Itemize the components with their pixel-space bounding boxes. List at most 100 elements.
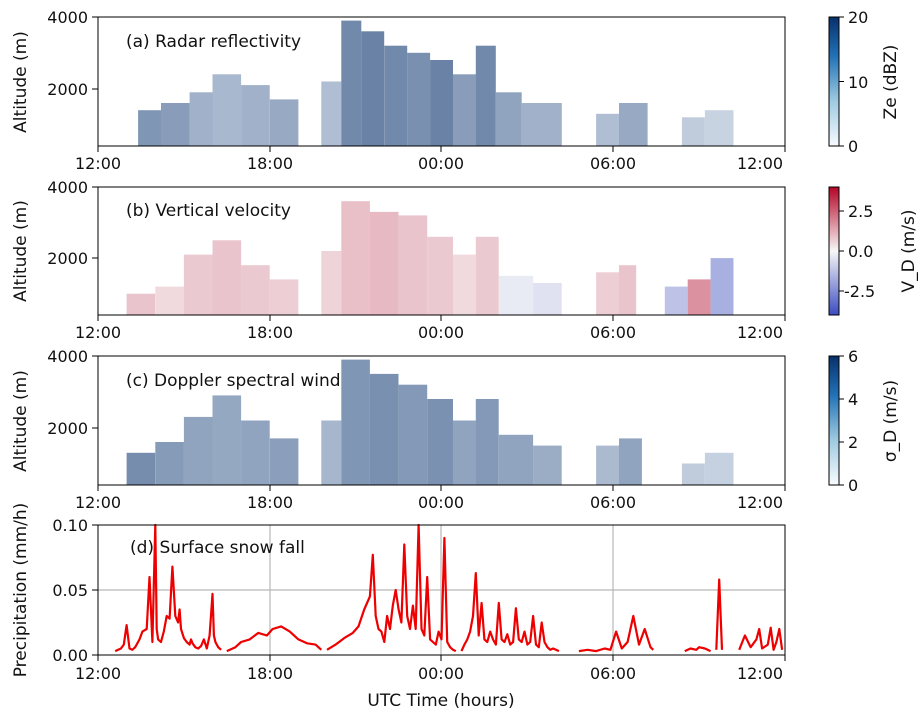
- panel-d-x-ticks: 12:00 18:00 00:00 06:00 12:00: [75, 655, 786, 683]
- panel-a-cell-12: [453, 74, 476, 146]
- panel-a-cbar-label: Ze (dBZ): [881, 45, 901, 120]
- panel-c-xtick-1800: 18:00: [247, 493, 293, 512]
- panel-c-xtick-0000: 00:00: [418, 493, 464, 512]
- panel-d-xtick-end: 12:00: [737, 664, 783, 683]
- panel-d-xtick-1800: 18:00: [247, 664, 293, 683]
- panel-b-cell-18: [687, 279, 711, 315]
- panel-c-xtick-1200: 12:00: [75, 493, 121, 512]
- panel-c-cbar-label: σ_D (m/s): [881, 380, 901, 462]
- x-axis-label: UTC Time (hours): [367, 691, 514, 711]
- panel-c-cell-15: [596, 445, 619, 485]
- panel-b-xtick-1200: 12:00: [75, 323, 121, 342]
- panel-a-cell-1: [161, 103, 190, 146]
- panel-b-xtick-0000: 00:00: [418, 323, 464, 342]
- panel-b-cell-3: [212, 240, 242, 315]
- panel-a-cell-16: [596, 113, 619, 147]
- panel-c-cell-9: [398, 384, 428, 485]
- panel-a: 2000 4000 Altitude (m) (a) Radar reflect…: [11, 8, 901, 173]
- panel-b-y-ticks: 2000 4000: [47, 178, 98, 268]
- panel-c: 2000 4000 Altitude (m) (c) Doppler spect…: [11, 347, 901, 512]
- snowfall-line-segment-2: [326, 523, 457, 653]
- panel-a-cell-10: [407, 52, 431, 146]
- panel-b-cell-14: [533, 283, 562, 315]
- panel-d-xtick-0000: 00:00: [418, 664, 464, 683]
- panel-c-cell-4: [241, 420, 270, 485]
- panel-a-xtick-0600: 06:00: [590, 154, 636, 173]
- panel-a-ytick-2000: 2000: [47, 80, 88, 99]
- panel-a-cell-11: [430, 60, 453, 146]
- panel-d-marks: [114, 523, 784, 653]
- panel-c-ytick-2000: 2000: [47, 419, 88, 438]
- panel-b-ytick-4000: 4000: [47, 178, 88, 197]
- panel-a-cell-18: [681, 117, 705, 146]
- panel-b-cbar-tick-zero: 0.0: [848, 242, 873, 261]
- panel-b-cbar-tick-neg: -2.5: [844, 282, 875, 301]
- panel-b-cell-5: [269, 279, 299, 315]
- panel-a-xtick-0000: 00:00: [418, 154, 464, 173]
- panel-b-cbar-tick-pos: 2.5: [848, 202, 873, 221]
- panel-d-ytick-0: 0.00: [52, 646, 88, 665]
- panel-c-cbar-tick-2: 2: [848, 433, 858, 452]
- panel-a-cell-13: [475, 45, 496, 147]
- panel-b-colorbar: 2.5 0.0 -2.5 V_D (m/s): [828, 186, 919, 316]
- panel-d-y-label: Precipitation (mm/h): [11, 503, 31, 678]
- panel-d-xtick-1200: 12:00: [75, 664, 121, 683]
- panel-c-cell-12: [475, 399, 499, 485]
- snowfall-line-segment-1: [226, 625, 323, 653]
- panel-b-marks: [126, 201, 734, 315]
- panel-c-cbar-tick-4: 4: [848, 390, 858, 409]
- panel-c-ytick-4000: 4000: [47, 347, 88, 366]
- panel-c-cell-3: [212, 395, 242, 485]
- panel-b-xtick-1800: 18:00: [247, 323, 293, 342]
- panel-b-cell-9: [398, 215, 428, 315]
- panel-b-cell-1: [155, 286, 184, 315]
- panel-a-cell-3: [212, 74, 242, 146]
- panel-c-cell-14: [533, 445, 562, 485]
- panel-a-marks: [138, 20, 734, 147]
- panel-a-xtick-1200: 12:00: [75, 154, 121, 173]
- panel-c-cell-18: [704, 452, 734, 486]
- panel-a-cell-15: [521, 103, 562, 146]
- panel-a-cell-7: [341, 20, 362, 147]
- panel-d: 0.00 0.05 0.10 Precipitation (mm/h) (d) …: [11, 503, 786, 711]
- panel-a-y-label: Altitude (m): [11, 31, 31, 133]
- panel-a-cell-9: [384, 45, 408, 147]
- panel-a-title: (a) Radar reflectivity: [126, 32, 301, 52]
- snowfall-line-segment-4: [578, 614, 655, 653]
- panel-c-cell-2: [183, 416, 213, 485]
- panel-b-cbar-label: V_D (m/s): [899, 209, 919, 292]
- panel-c-y-ticks: 2000 4000: [47, 347, 98, 438]
- panel-b-cell-8: [369, 211, 399, 315]
- panel-b-cell-11: [453, 254, 476, 315]
- panel-a-cell-5: [269, 99, 299, 146]
- panel-a-colorbar: 0 10 20 Ze (dBZ): [828, 8, 901, 156]
- panel-d-y-ticks: 0.00 0.05 0.10: [52, 516, 98, 665]
- panel-c-xtick-0600: 06:00: [590, 493, 636, 512]
- panel-a-x-ticks: 12:00 18:00 00:00 06:00 12:00: [75, 146, 786, 173]
- panel-c-cbar-tick-6: 6: [848, 347, 858, 366]
- panel-c-cell-13: [498, 434, 534, 485]
- panel-d-xtick-0600: 06:00: [590, 664, 636, 683]
- panel-b-cell-6: [321, 251, 342, 315]
- panel-c-x-ticks: 12:00 18:00 00:00 06:00 12:00: [75, 485, 786, 512]
- panel-b-cell-16: [619, 265, 637, 315]
- panel-a-cbar-tick-20: 20: [848, 8, 868, 27]
- panel-c-cell-7: [341, 359, 370, 485]
- panel-a-cell-4: [241, 85, 270, 146]
- panel-c-xtick-end: 12:00: [737, 493, 783, 512]
- panel-c-marks: [126, 359, 734, 486]
- panel-d-ytick-010: 0.10: [52, 516, 88, 535]
- panel-b-cell-7: [341, 201, 370, 315]
- panel-c-cell-0: [126, 452, 156, 486]
- panel-c-cell-11: [453, 420, 476, 485]
- panel-a-cell-14: [495, 92, 522, 147]
- panel-c-cell-10: [427, 399, 453, 485]
- panel-b-cell-4: [241, 265, 270, 315]
- panel-a-cell-19: [704, 110, 734, 146]
- panel-c-cell-1: [155, 442, 184, 485]
- panel-b-y-label: Altitude (m): [11, 200, 31, 302]
- panel-b-xtick-end: 12:00: [737, 323, 783, 342]
- panel-c-y-label: Altitude (m): [11, 370, 31, 472]
- panel-d-title: (d) Surface snow fall: [130, 538, 305, 558]
- panel-b-cell-0: [126, 293, 156, 315]
